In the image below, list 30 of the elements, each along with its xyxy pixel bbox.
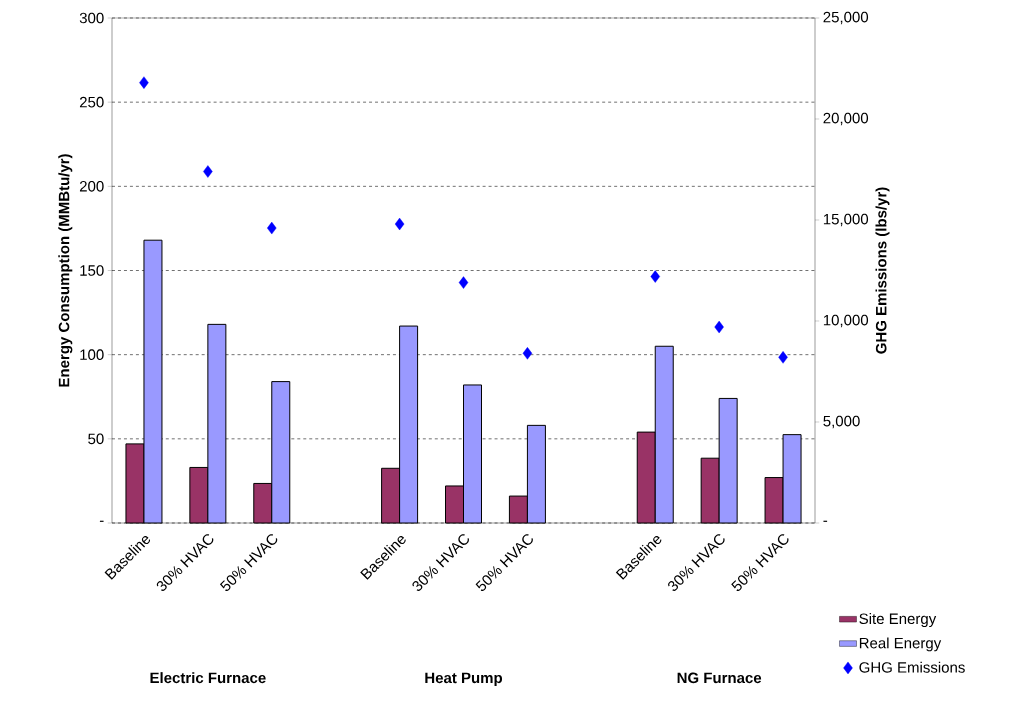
point	[522, 347, 533, 360]
text: Electric Furnace	[150, 672, 266, 684]
y-tick-label: 250	[79, 96, 104, 108]
y-axis-title: Energy Consumption (MMBtu/yr)	[58, 154, 73, 387]
point	[203, 165, 213, 178]
y-tick-label: 200	[79, 181, 104, 192]
point	[139, 76, 149, 89]
y2-tick-label: 10,000	[823, 314, 869, 328]
y2-tick-label: 15,000	[823, 213, 869, 227]
point	[267, 221, 277, 235]
point	[458, 276, 469, 289]
text: NG Furnace	[677, 672, 762, 684]
y2-tick-label: -	[823, 520, 828, 522]
point	[650, 270, 660, 283]
legend-label: Site Energy	[859, 613, 937, 628]
y2-tick-label: 25,000	[823, 11, 869, 25]
y-tick-label: 100	[80, 349, 104, 360]
legend-label: Real Energy	[859, 637, 942, 652]
y2-tick-label: 20,000	[823, 112, 869, 126]
point	[778, 351, 788, 364]
y-tick-label: -	[99, 520, 104, 522]
y-tick-label: 150	[80, 265, 104, 276]
y-tick-label: 300	[79, 12, 104, 24]
y2-axis-title: GHG Emissions (lbs/yr)	[875, 187, 890, 354]
point	[714, 320, 724, 334]
y-tick-label: 50	[88, 433, 104, 445]
point	[394, 217, 405, 231]
text: Heat Pump	[425, 672, 503, 687]
y2-tick-label: 5,000	[823, 415, 860, 429]
legend-label: GHG Emissions	[859, 661, 965, 673]
